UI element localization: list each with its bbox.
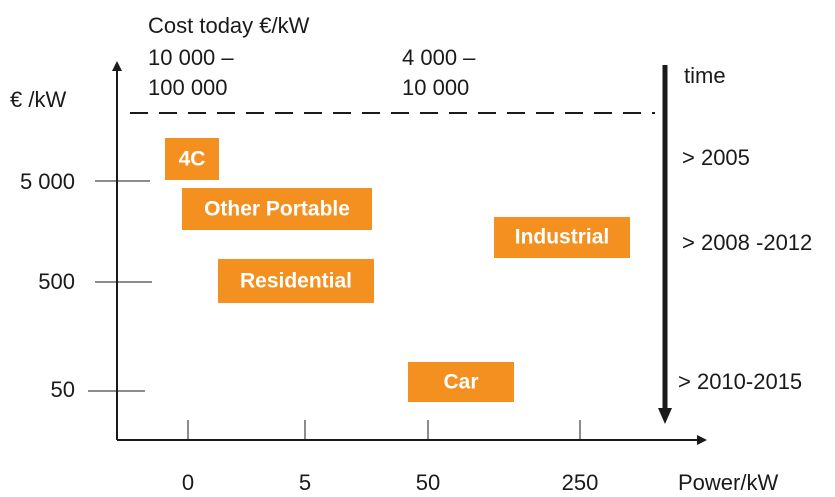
segment-box bbox=[182, 188, 372, 230]
x-tick-label: 250 bbox=[562, 470, 599, 495]
segment-box bbox=[165, 138, 219, 180]
time-arrow-head bbox=[658, 408, 672, 424]
y-tick-label: 5 000 bbox=[20, 169, 75, 194]
time-label: time bbox=[684, 63, 726, 88]
segment-label: Other Portable bbox=[204, 198, 350, 221]
header: Cost today €/kW bbox=[148, 13, 310, 38]
x-tick-label: 0 bbox=[182, 470, 194, 495]
segment-box bbox=[408, 362, 514, 402]
segment-label: Residential bbox=[240, 270, 352, 293]
time-mark: > 2008 -2012 bbox=[682, 230, 812, 255]
time-mark: > 2005 bbox=[682, 145, 750, 170]
y-axis-label: € /kW bbox=[10, 87, 66, 112]
segment-label: 4C bbox=[179, 148, 206, 171]
cost-range: 4 000 – bbox=[402, 45, 476, 70]
y-tick-label: 50 bbox=[51, 377, 75, 402]
x-tick-label: 50 bbox=[416, 470, 440, 495]
segment-label: Car bbox=[443, 371, 478, 394]
x-axis-label: Power/kW bbox=[678, 470, 778, 495]
cost-range: 10 000 – bbox=[148, 45, 234, 70]
time-mark: > 2010-2015 bbox=[678, 369, 802, 394]
cost-range: 10 000 bbox=[402, 75, 469, 100]
x-tick-label: 5 bbox=[299, 470, 311, 495]
y-tick-label: 500 bbox=[38, 269, 75, 294]
cost-range: 100 000 bbox=[148, 75, 228, 100]
segment-label: Industrial bbox=[515, 226, 610, 249]
segment-box bbox=[494, 217, 630, 258]
segment-box bbox=[218, 259, 374, 303]
